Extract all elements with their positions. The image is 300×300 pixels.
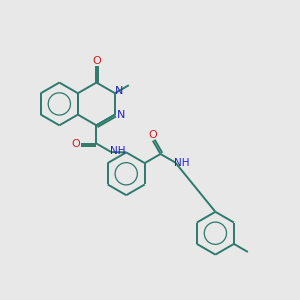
Text: N: N: [117, 110, 126, 120]
Text: NH: NH: [174, 158, 190, 167]
Text: O: O: [148, 130, 157, 140]
Text: NH: NH: [110, 146, 125, 156]
Text: O: O: [71, 139, 80, 148]
Text: O: O: [92, 56, 101, 66]
Text: N: N: [115, 86, 124, 96]
